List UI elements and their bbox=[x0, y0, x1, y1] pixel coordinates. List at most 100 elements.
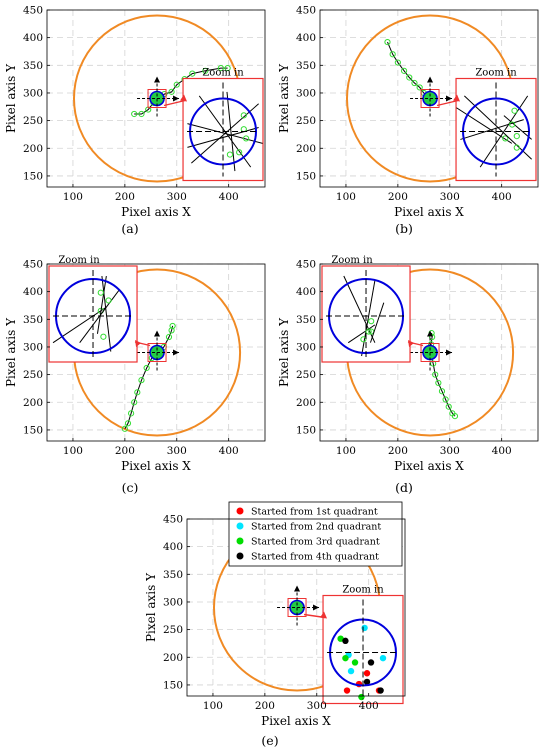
y-tick-label: 450 bbox=[296, 259, 316, 271]
zoom-point-q1 bbox=[363, 670, 371, 677]
panel-caption: (c) bbox=[122, 480, 139, 495]
y-tick-label: 250 bbox=[296, 115, 316, 127]
trajectory-point bbox=[134, 389, 141, 396]
zoom-label: Zoom in bbox=[342, 585, 384, 596]
y-axis-label: Pixel axis Y bbox=[4, 63, 18, 133]
zoom-inset: Zoom in bbox=[182, 68, 264, 182]
axes-box bbox=[46, 263, 266, 442]
trajectory-point bbox=[432, 371, 439, 378]
zoom-trajectory-point bbox=[511, 107, 518, 114]
y-tick-label: 400 bbox=[23, 32, 43, 44]
y-tick-label: 350 bbox=[163, 569, 183, 581]
x-tick-label: 200 bbox=[115, 445, 135, 457]
zoom-trajectory-point bbox=[365, 328, 372, 335]
zoom-trajectory-point bbox=[502, 135, 509, 142]
zoom-trajectory-line bbox=[347, 324, 376, 344]
y-tick-label: 250 bbox=[296, 369, 316, 381]
y-tick-label: 350 bbox=[23, 60, 43, 72]
y-tick-label: 150 bbox=[296, 170, 316, 182]
x-tick-label: 100 bbox=[63, 445, 83, 457]
zoom-arrow-icon bbox=[320, 611, 328, 619]
trajectory-point bbox=[435, 379, 442, 387]
zoom-trajectory-line bbox=[226, 91, 236, 172]
legend-marker bbox=[236, 507, 244, 515]
x-axis-label: Pixel axis X bbox=[121, 205, 191, 219]
zoom-trajectory-point bbox=[360, 336, 367, 343]
y-axis-label: Pixel axis Y bbox=[277, 317, 291, 387]
x-tick-label: 400 bbox=[219, 191, 239, 203]
trajectory-point bbox=[202, 67, 209, 74]
trajectory-point bbox=[445, 403, 452, 410]
zoom-inset: Zoom in bbox=[321, 255, 411, 363]
trajectory-point bbox=[224, 64, 231, 72]
trajectory-point bbox=[127, 410, 135, 417]
y-tick-label: 300 bbox=[296, 87, 316, 99]
zoom-trajectory-point bbox=[368, 318, 375, 325]
legend-marker bbox=[236, 522, 244, 530]
trajectory-point bbox=[442, 396, 449, 403]
trajectory-point bbox=[138, 377, 145, 384]
y-tick-label: 150 bbox=[163, 679, 183, 691]
zoom-inset: Zoom in bbox=[455, 68, 537, 182]
trajectory-point bbox=[217, 64, 224, 72]
trajectory-point bbox=[189, 70, 196, 77]
zoom-trajectory-point bbox=[105, 297, 112, 304]
x-axis-label: Pixel axis X bbox=[121, 459, 191, 473]
y-tick-label: 300 bbox=[296, 341, 316, 353]
y-axis-label: Pixel axis Y bbox=[277, 63, 291, 133]
zoom-arrow-line bbox=[436, 99, 459, 107]
y-tick-label: 200 bbox=[23, 143, 43, 155]
y-tick-label: 450 bbox=[163, 514, 183, 526]
zoom-trajectory-point bbox=[240, 112, 247, 119]
panel-caption: (d) bbox=[395, 480, 413, 495]
arrow-x-icon bbox=[446, 95, 453, 102]
trajectory-point bbox=[416, 84, 423, 91]
y-tick-label: 200 bbox=[296, 143, 316, 155]
zoom-content bbox=[337, 624, 387, 701]
trajectory-point bbox=[400, 67, 408, 74]
zoom-point-q3 bbox=[351, 659, 359, 666]
zoom-point-q3 bbox=[342, 654, 349, 662]
trajectory-b-point bbox=[165, 333, 173, 341]
y-axis-label: Pixel axis Y bbox=[4, 317, 18, 387]
trajectory-point bbox=[389, 51, 396, 58]
zoom-point-q2 bbox=[347, 667, 355, 675]
zoom-point-q4 bbox=[342, 637, 349, 645]
zoom-inset: Zoom in bbox=[48, 255, 138, 363]
trajectory-point bbox=[121, 425, 128, 432]
x-tick-label: 300 bbox=[167, 191, 187, 203]
y-tick-label: 450 bbox=[296, 5, 316, 17]
trajectory-point bbox=[411, 79, 418, 87]
trajectory-b-point bbox=[131, 110, 138, 118]
zoom-point-q1 bbox=[343, 687, 351, 694]
panel-caption: (b) bbox=[395, 221, 413, 236]
zoom-trajectory-line bbox=[101, 275, 112, 352]
y-tick-label: 250 bbox=[23, 369, 43, 381]
x-tick-label: 100 bbox=[203, 700, 223, 712]
chart-panel-a: Zoom in 100 200 300 400 150 200 250 300 350 400 450… bbox=[4, 5, 266, 236]
axes-box bbox=[186, 518, 406, 697]
trajectory-point bbox=[451, 413, 459, 420]
legend-label: Started from 2nd quadrant bbox=[251, 522, 381, 533]
y-axis-label: Pixel axis Y bbox=[144, 572, 158, 642]
axes-box bbox=[319, 9, 539, 188]
trajectory-point bbox=[124, 420, 132, 427]
trajectory-point bbox=[384, 38, 391, 46]
y-tick-label: 250 bbox=[23, 115, 43, 127]
y-tick-label: 150 bbox=[296, 424, 316, 436]
y-tick-label: 250 bbox=[163, 624, 183, 636]
y-tick-label: 200 bbox=[23, 397, 43, 409]
y-tick-label: 400 bbox=[163, 541, 183, 553]
trajectory-point bbox=[430, 360, 437, 367]
x-tick-label: 100 bbox=[336, 191, 356, 203]
zoom-point-q4 bbox=[367, 659, 375, 666]
axes-box bbox=[319, 263, 539, 442]
zoom-point-q3 bbox=[337, 635, 344, 642]
y-tick-label: 350 bbox=[296, 60, 316, 72]
zoom-trajectory-line bbox=[343, 275, 376, 343]
y-tick-label: 200 bbox=[163, 652, 183, 664]
arrow-x-icon bbox=[313, 604, 320, 611]
legend-label: Started from 1st quadrant bbox=[251, 507, 378, 518]
x-tick-label: 400 bbox=[492, 445, 512, 457]
